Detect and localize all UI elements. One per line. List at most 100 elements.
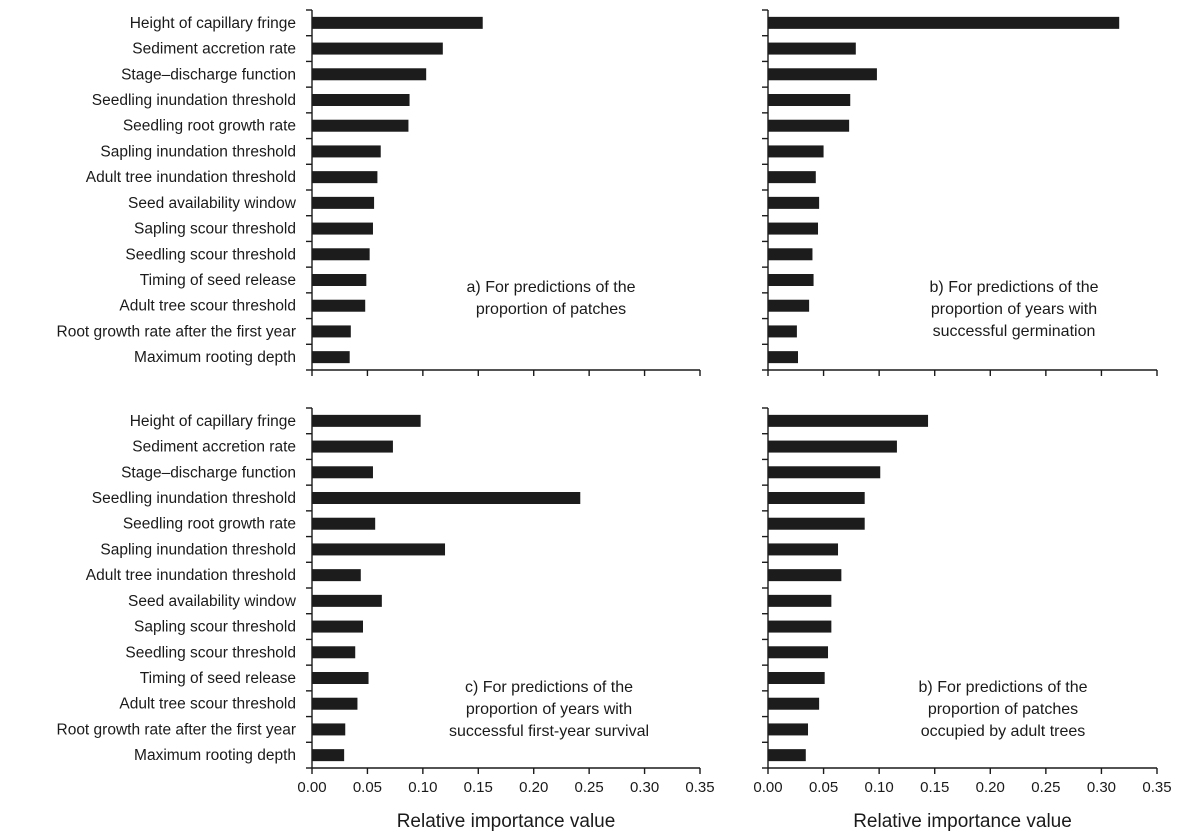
category-label: Maximum rooting depth [134,349,296,366]
panel-annotation: b) For predictions of the proportion of y… [930,279,1099,340]
bar-9 [768,621,831,633]
bar-7 [312,569,361,581]
panel-annotation: a) For predictions of the proportion of p… [467,279,636,318]
category-label: Sediment accretion rate [132,41,296,58]
annotation-line: successful first-year survival [449,723,649,740]
category-label: Seedling inundation threshold [92,490,296,507]
panel-3: 0.00 0.05 0.10 0.15 0.20 0.25 0.30 0.35 Height o… [57,408,715,832]
x-tick-label: 0.30 [1087,779,1116,796]
panel-1: Height of capillary fringe Sediment accre… [57,10,701,376]
x-tick-label: 0.00 [297,779,326,796]
bar-12 [768,300,809,312]
panel-annotation: c) For predictions of the proportion of y… [449,679,649,740]
annotation-line: proportion of patches [476,301,626,318]
bar-7 [768,171,816,183]
panel-4: 0.00 0.05 0.10 0.15 0.20 0.25 0.30 0.35 b) For p… [753,408,1171,832]
annotation-line: proportion of patches [928,701,1078,718]
x-tick-label: 0.10 [408,779,437,796]
category-label: Sediment accretion rate [132,439,296,456]
bar-3 [312,68,426,80]
bar-10 [312,646,355,658]
category-label: Adult tree inundation threshold [86,169,296,186]
category-label: Height of capillary fringe [130,413,296,430]
bar-3 [312,466,373,478]
bar-7 [312,171,377,183]
bar-14 [312,749,344,761]
bar-12 [312,300,365,312]
bar-5 [768,518,865,530]
bar-7 [768,569,841,581]
bar-3 [768,466,880,478]
bar-1 [768,17,1119,29]
annotation-line: proportion of years with [466,701,632,718]
bar-5 [768,120,849,132]
category-label: Adult tree inundation threshold [86,567,296,584]
category-label: Stage–discharge function [121,66,296,83]
category-label: Height of capillary fringe [130,15,296,32]
category-label: Root growth rate after the first year [57,323,297,340]
annotation-line: occupied by adult trees [921,723,1086,740]
x-tick-label: 0.35 [1142,779,1171,796]
category-label: Timing of seed release [140,670,296,687]
bar-14 [768,749,806,761]
bar-9 [768,223,818,235]
bar-14 [312,351,350,363]
bar-2 [768,441,897,453]
x-tick-label: 0.25 [1031,779,1060,796]
bar-13 [312,325,351,337]
x-tick-label: 0.15 [464,779,493,796]
bar-14 [768,351,798,363]
bar-11 [768,274,814,286]
bar-2 [312,441,393,453]
category-label: Adult tree scour threshold [119,298,296,315]
bar-6 [312,145,381,157]
annotation-line: successful germination [933,323,1096,340]
annotation-line: b) For predictions of the [919,679,1088,696]
x-tick-label: 0.05 [353,779,382,796]
category-label: Stage–discharge function [121,464,296,481]
category-label: Seedling scour threshold [125,246,296,263]
x-tick-label: 0.00 [753,779,782,796]
annotation-line: a) For predictions of the [467,279,636,296]
bar-11 [312,274,366,286]
x-tick-label: 0.15 [920,779,949,796]
bar-13 [312,723,345,735]
annotation-line: proportion of years with [931,301,1097,318]
bar-9 [312,223,373,235]
category-label: Seed availability window [128,195,297,212]
category-label: Sapling inundation threshold [100,143,296,160]
panel-annotation: b) For predictions of the proportion of p… [919,679,1088,740]
bar-8 [312,595,382,607]
x-tick-label: 0.35 [685,779,714,796]
category-label: Root growth rate after the first year [57,721,297,738]
bar-4 [312,94,410,106]
x-tick-label: 0.10 [865,779,894,796]
bar-8 [768,197,819,209]
x-tick-label: 0.20 [519,779,548,796]
bar-1 [312,17,483,29]
bar-4 [768,492,865,504]
x-axis-label: Relative importance value [853,811,1072,832]
category-label: Maximum rooting depth [134,747,296,764]
bar-8 [312,197,374,209]
category-label: Seedling root growth rate [123,516,296,533]
category-label: Timing of seed release [140,272,296,289]
bar-10 [312,248,370,260]
bar-6 [768,145,824,157]
bar-6 [312,543,445,555]
x-axis-label: Relative importance value [397,811,616,832]
bar-1 [312,415,421,427]
x-tick-label: 0.25 [575,779,604,796]
annotation-line: c) For predictions of the [465,679,633,696]
annotation-line: b) For predictions of the [930,279,1099,296]
bar-2 [312,43,443,55]
bar-13 [768,723,808,735]
bar-3 [768,68,877,80]
category-label: Seed availability window [128,593,297,610]
x-tick-label: 0.20 [976,779,1005,796]
category-label: Sapling inundation threshold [100,541,296,558]
x-tick-label: 0.30 [630,779,659,796]
category-label: Sapling scour threshold [134,619,296,636]
bar-12 [768,698,819,710]
